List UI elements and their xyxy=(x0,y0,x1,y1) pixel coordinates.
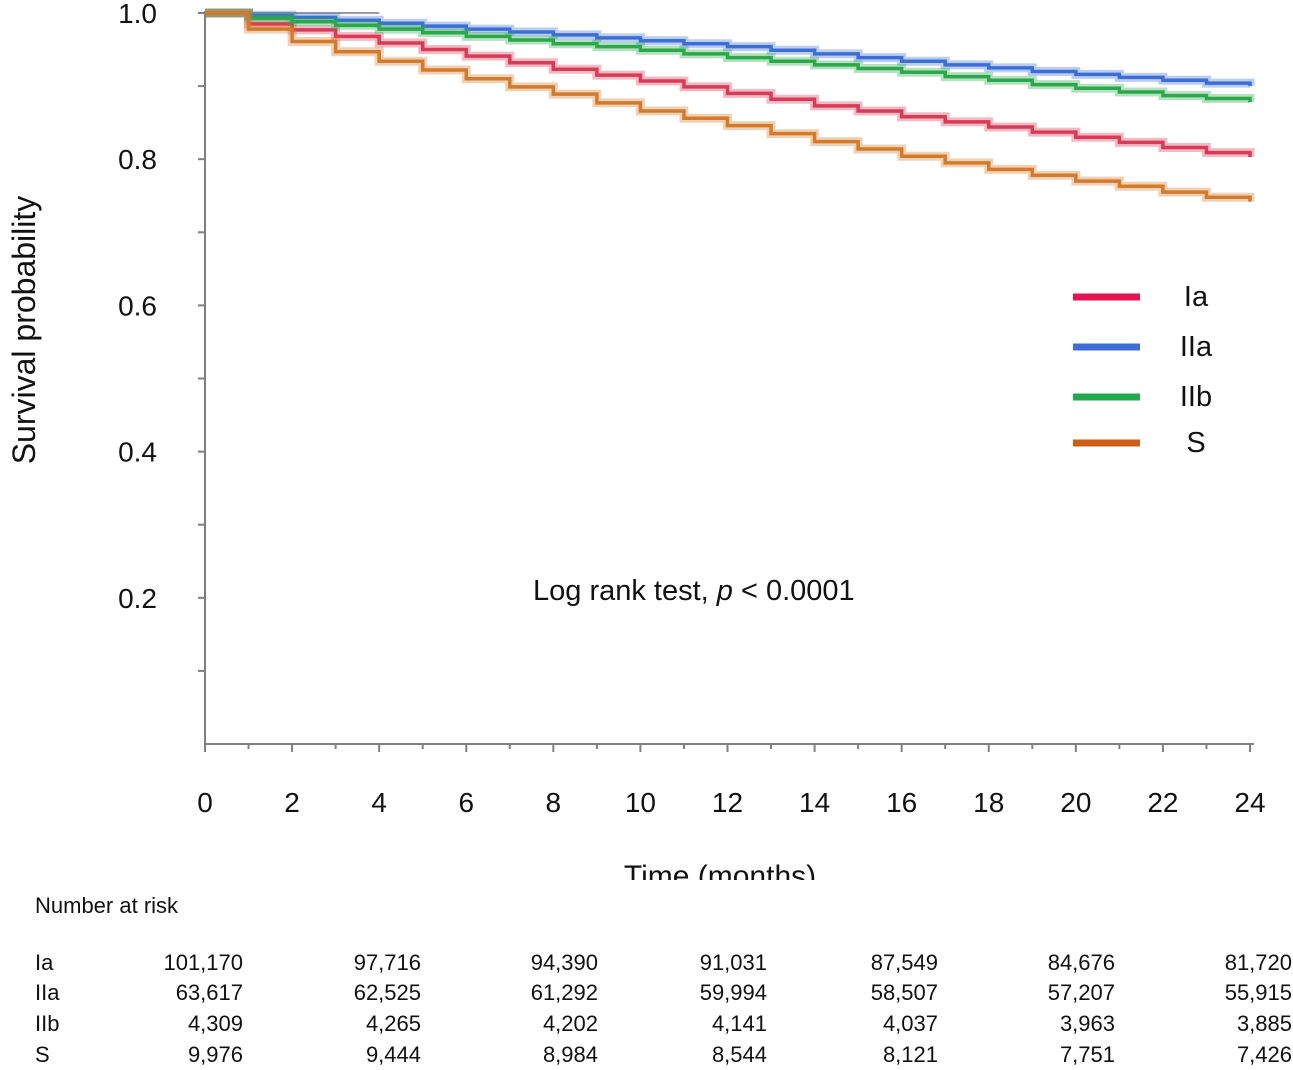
series-line-S xyxy=(205,11,1252,202)
legend: Ia IIa IIb S xyxy=(1073,281,1213,459)
x-tick-label: 6 xyxy=(458,787,474,818)
risk-cell: 101,170 xyxy=(163,950,243,975)
risk-cell: 94,390 xyxy=(530,950,598,975)
risk-cell: 9,976 xyxy=(187,1042,243,1067)
annotation-p: p xyxy=(716,575,733,607)
legend-label-S: S xyxy=(1186,427,1205,459)
survival-chart: 0.20.40.60.81.00 2 4 6 8 10 12 14 16 18 20 22 24 IaI… xyxy=(6,0,1266,880)
x-tick-label: 16 xyxy=(886,787,917,818)
risk-cell: 7,751 xyxy=(1059,1042,1115,1067)
risk-cell: 3,963 xyxy=(1059,1011,1115,1036)
risk-cell: 61,292 xyxy=(530,980,598,1005)
risk-cell: 4,265 xyxy=(365,1011,421,1036)
risk-cell: 58,507 xyxy=(870,980,938,1005)
risk-row-IIb: IIb 4,309 4,265 4,202 4,141 4,037 3,963 3,885 xyxy=(0,1011,1293,1039)
x-tick-label: 14 xyxy=(799,787,830,818)
x-tick-label: 18 xyxy=(973,787,1004,818)
risk-cell: 4,202 xyxy=(542,1011,598,1036)
risk-cell: 91,031 xyxy=(699,950,767,975)
risk-cell: 81,720 xyxy=(1224,950,1292,975)
risk-cell: 4,037 xyxy=(882,1011,938,1036)
x-tick-label: 24 xyxy=(1234,787,1265,818)
risk-cell: 59,994 xyxy=(699,980,767,1005)
risk-row-IIa: IIa 63,617 62,525 61,292 59,994 58,507 57,207 5… xyxy=(0,980,1293,1008)
y-axis-label: Survival probability xyxy=(6,196,42,465)
x-tick-label: 4 xyxy=(371,787,387,818)
x-tick-label: 8 xyxy=(546,787,562,818)
risk-row-label: Ia xyxy=(35,950,54,975)
risk-cell: 8,121 xyxy=(882,1042,938,1067)
x-tick-label: 22 xyxy=(1147,787,1178,818)
risk-row-label: S xyxy=(35,1042,50,1067)
y-tick-label: 0.8 xyxy=(118,144,157,175)
risk-table-title: Number at risk xyxy=(35,893,179,918)
log-rank-annotation: Log rank test, p < 0.0001 xyxy=(533,575,855,607)
risk-cell: 8,544 xyxy=(711,1042,767,1067)
risk-cell: 87,549 xyxy=(870,950,938,975)
risk-cell: 8,984 xyxy=(542,1042,598,1067)
series-line-IIb xyxy=(205,11,1252,103)
risk-cell: 4,309 xyxy=(187,1011,243,1036)
risk-cell: 84,676 xyxy=(1047,950,1115,975)
risk-cell: 62,525 xyxy=(353,980,421,1005)
x-tick-label: 2 xyxy=(284,787,300,818)
risk-cell: 4,141 xyxy=(711,1011,767,1036)
x-tick-label: 0 xyxy=(197,787,213,818)
y-tick-label: 0.4 xyxy=(118,437,157,468)
risk-cell: 57,207 xyxy=(1047,980,1115,1005)
x-tick-label: 12 xyxy=(712,787,743,818)
risk-cell: 3,885 xyxy=(1236,1011,1292,1036)
risk-cell: 63,617 xyxy=(175,980,243,1005)
annotation-text-before: Log rank test, xyxy=(533,575,717,607)
legend-label-Ia: Ia xyxy=(1184,281,1209,313)
x-axis-label: Time (months) xyxy=(624,860,816,880)
risk-row-S: S 9,976 9,444 8,984 8,544 8,121 7,751 7,426 xyxy=(0,1042,1293,1070)
axes: 0.20.40.60.81.00 2 4 6 8 10 12 14 16 18 20 22 24 xyxy=(118,0,1266,818)
risk-cell: 97,716 xyxy=(353,950,421,975)
y-tick-label: 0.2 xyxy=(118,583,157,614)
risk-cell: 55,915 xyxy=(1224,980,1292,1005)
series-layer xyxy=(205,8,1255,202)
risk-row-Ia: Ia 101,170 97,716 94,390 91,031 87,549 84,676 8… xyxy=(0,950,1293,978)
annotation-text-after: < 0.0001 xyxy=(733,575,855,607)
x-tick-label: 20 xyxy=(1060,787,1091,818)
x-tick-label: 10 xyxy=(625,787,656,818)
y-tick-label: 0.6 xyxy=(118,290,157,321)
risk-cell: 7,426 xyxy=(1236,1042,1292,1067)
risk-row-label: IIb xyxy=(35,1011,60,1036)
risk-row-label: IIa xyxy=(35,980,60,1005)
legend-label-IIb: IIb xyxy=(1180,381,1212,413)
legend-label-IIa: IIa xyxy=(1180,331,1213,363)
y-tick-label: 1.0 xyxy=(118,0,157,29)
series-line-Ia xyxy=(205,11,1252,158)
risk-cell: 9,444 xyxy=(365,1042,421,1067)
series-line-IIa xyxy=(205,11,1252,87)
